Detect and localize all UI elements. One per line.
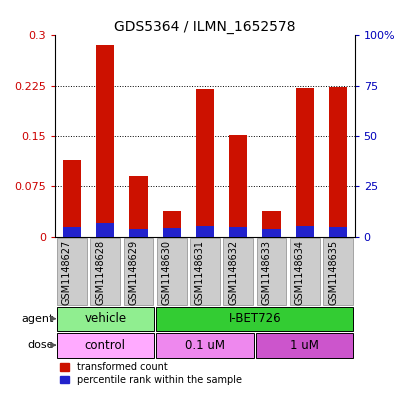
Text: dose: dose xyxy=(27,340,54,350)
Bar xyxy=(162,228,180,237)
Bar xyxy=(328,87,346,237)
FancyBboxPatch shape xyxy=(322,238,352,305)
Bar xyxy=(129,229,147,237)
Text: agent: agent xyxy=(21,314,54,324)
FancyBboxPatch shape xyxy=(156,307,353,331)
Bar xyxy=(96,223,114,237)
Text: vehicle: vehicle xyxy=(84,312,126,325)
FancyBboxPatch shape xyxy=(256,334,353,358)
Text: 1 uM: 1 uM xyxy=(290,339,319,352)
FancyBboxPatch shape xyxy=(156,334,253,358)
Title: GDS5364 / ILMN_1652578: GDS5364 / ILMN_1652578 xyxy=(114,20,295,34)
FancyBboxPatch shape xyxy=(57,238,87,305)
Text: 0.1 uM: 0.1 uM xyxy=(184,339,225,352)
FancyBboxPatch shape xyxy=(289,238,319,305)
FancyBboxPatch shape xyxy=(56,334,153,358)
Text: GSM1148634: GSM1148634 xyxy=(294,240,304,305)
Text: GSM1148628: GSM1148628 xyxy=(95,240,105,305)
FancyBboxPatch shape xyxy=(189,238,219,305)
Bar xyxy=(262,211,280,237)
FancyBboxPatch shape xyxy=(56,307,153,331)
FancyBboxPatch shape xyxy=(90,238,120,305)
Text: GSM1148635: GSM1148635 xyxy=(327,240,337,305)
Text: GSM1148627: GSM1148627 xyxy=(62,240,72,305)
Text: GSM1148633: GSM1148633 xyxy=(261,240,271,305)
Bar xyxy=(96,46,114,237)
Bar xyxy=(63,227,81,237)
Text: I-BET726: I-BET726 xyxy=(228,312,281,325)
Bar xyxy=(295,226,313,237)
Bar xyxy=(129,176,147,237)
Bar xyxy=(63,160,81,237)
Bar xyxy=(229,227,247,237)
Bar xyxy=(328,227,346,237)
Bar xyxy=(196,226,213,237)
Text: GSM1148631: GSM1148631 xyxy=(195,240,204,305)
Legend: transformed count, percentile rank within the sample: transformed count, percentile rank withi… xyxy=(60,362,241,385)
FancyBboxPatch shape xyxy=(123,238,153,305)
Text: GSM1148630: GSM1148630 xyxy=(161,240,171,305)
FancyBboxPatch shape xyxy=(256,238,286,305)
FancyBboxPatch shape xyxy=(223,238,253,305)
Text: GSM1148632: GSM1148632 xyxy=(228,240,238,305)
Bar xyxy=(196,89,213,237)
Bar xyxy=(229,136,247,237)
Bar xyxy=(262,229,280,237)
Text: GSM1148629: GSM1148629 xyxy=(128,240,138,305)
Bar xyxy=(162,211,180,237)
FancyBboxPatch shape xyxy=(156,238,186,305)
Bar xyxy=(295,88,313,237)
Text: control: control xyxy=(85,339,126,352)
